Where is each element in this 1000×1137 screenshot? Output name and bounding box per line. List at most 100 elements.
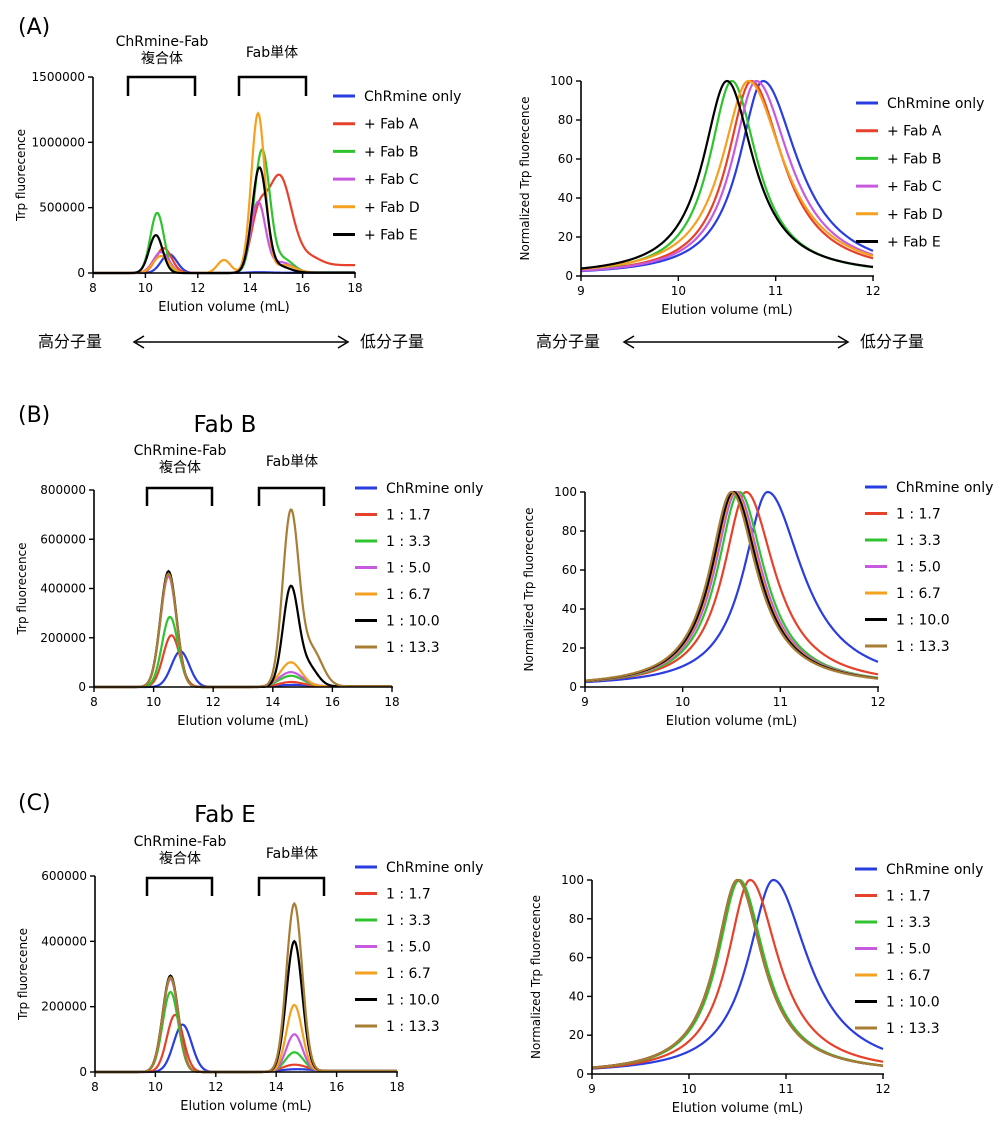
series-line-1-10-0 — [94, 569, 392, 689]
y-tick-label: 80 — [558, 113, 573, 127]
complex-label-b-line2: 複合体 — [159, 459, 201, 476]
legend-label: + Fab C — [887, 179, 942, 195]
series-line-1-10-0 — [584, 490, 879, 682]
x-axis-label: Elution volume (mL) — [158, 300, 289, 315]
y-tick-label: 1500000 — [32, 70, 85, 84]
y-tick-label: 1000000 — [32, 135, 85, 149]
y-tick-label: 60 — [558, 152, 573, 166]
x-axis-label: Elution volume (mL) — [661, 303, 792, 318]
legend-label: 1 : 1.7 — [886, 889, 931, 905]
legend-item-1-5-0: 1 : 5.0 — [855, 942, 931, 958]
legend-item-1-13-3: 1 : 13.3 — [355, 1019, 440, 1035]
legend: ChRmine only 1 : 1.7 1 : 3.3 1 : 5.0 1 : 6.7… — [865, 480, 993, 655]
legend-label: ChRmine only — [887, 96, 984, 112]
x-axis-label: Elution volume (mL) — [666, 714, 797, 729]
series-line-1-13-3 — [584, 490, 879, 682]
legend-label: + Fab D — [364, 200, 420, 216]
series-lines — [591, 878, 884, 1070]
y-axis-label: Trp fluorecence — [15, 542, 29, 635]
legend-label: 1 : 13.3 — [896, 639, 950, 655]
mw-high-label-right: 高分子量 — [536, 332, 600, 351]
series-line-1-1-7 — [584, 490, 879, 683]
panel-label-b: (B) — [18, 403, 50, 428]
legend-item-1-13-3: 1 : 13.3 — [855, 1021, 940, 1037]
legend-item-1-10-0: 1 : 10.0 — [855, 995, 940, 1011]
series-line-fab-c — [93, 200, 355, 275]
x-tick-label: 12 — [208, 1080, 223, 1094]
complex-label-a-line1: ChRmine-Fab — [116, 34, 209, 50]
legend-label: ChRmine only — [364, 89, 461, 105]
x-tick-label: 16 — [325, 695, 340, 709]
mw-low-label-right: 低分子量 — [860, 332, 924, 351]
legend-item-1-10-0: 1 : 10.0 — [355, 993, 440, 1009]
y-tick-label: 400000 — [40, 582, 86, 596]
y-tick-label: 40 — [562, 602, 577, 616]
y-tick-label: 600000 — [40, 532, 86, 546]
y-tick-label: 0 — [79, 1065, 87, 1079]
chart-a-left: 8 10 12 14 16 18 0 500000 1000000 1500000 Elution … — [14, 70, 461, 315]
y-tick-label: 20 — [558, 230, 573, 244]
series-lines — [94, 508, 392, 689]
legend-label: 1 : 13.3 — [386, 640, 440, 656]
complex-bracket-a — [126, 75, 197, 96]
legend-label: 1 : 5.0 — [386, 561, 431, 577]
complex-label-c-line2: 複合体 — [159, 850, 201, 867]
y-tick-label: 20 — [562, 641, 577, 655]
mw-arrowhead-left-end — [337, 335, 350, 349]
legend-item-1-10-0: 1 : 10.0 — [355, 614, 440, 630]
series-lines — [580, 79, 874, 273]
y-tick-label: 200000 — [40, 631, 86, 645]
series-line-1-5-0 — [591, 878, 884, 1069]
legend-label: 1 : 10.0 — [386, 993, 440, 1009]
legend-label: + Fab C — [364, 172, 419, 188]
chart-a-right: 9 10 11 12 0 20 40 60 80 100 Elution volume (mL) No… — [518, 74, 984, 318]
y-tick-label: 40 — [558, 191, 573, 205]
legend-label: + Fab B — [887, 151, 941, 167]
y-tick-label: 0 — [78, 680, 86, 694]
legend-item-1-6-7: 1 : 6.7 — [855, 968, 931, 984]
legend-item-chrmine-only: ChRmine only — [855, 862, 983, 878]
series-line-1-6-7 — [584, 490, 879, 682]
y-axis-label: Normalized Trp fluorecence — [529, 895, 543, 1059]
y-tick-label: 60 — [569, 951, 584, 965]
x-axis-label: Elution volume (mL) — [180, 1099, 311, 1114]
y-axis-label: Normalized Trp fluorecence — [522, 508, 536, 672]
x-tick-label: 10 — [671, 284, 686, 298]
legend-item-chrmine-only: ChRmine only — [355, 481, 483, 497]
legend-label: 1 : 10.0 — [896, 613, 950, 629]
y-tick-label: 500000 — [39, 201, 85, 215]
series-line-1-3-3 — [584, 490, 879, 683]
legend-item-chrmine-only: ChRmine only — [355, 860, 483, 876]
panel-title-c: Fab E — [194, 802, 256, 828]
panel-label-a: (A) — [18, 15, 50, 40]
y-tick-label: 20 — [569, 1028, 584, 1042]
x-tick-label: 10 — [681, 1082, 696, 1096]
legend-item-fab-e: + Fab E — [333, 228, 418, 244]
x-tick-label: 18 — [384, 695, 399, 709]
legend-label: 1 : 6.7 — [896, 586, 941, 602]
series-line-1-5-0 — [94, 574, 392, 689]
fab-bracket-c — [257, 876, 326, 896]
legend-label: 1 : 5.0 — [896, 560, 941, 576]
fab-bracket-a — [237, 75, 308, 96]
x-tick-label: 16 — [329, 1080, 344, 1094]
legend-label: + Fab D — [887, 207, 943, 223]
x-tick-label: 9 — [588, 1082, 596, 1096]
legend-item-1-1-7: 1 : 1.7 — [355, 887, 431, 903]
y-axis-label: Normalized Trp fluorecence — [518, 97, 532, 261]
legend-item-1-3-3: 1 : 3.3 — [855, 915, 931, 931]
series-line-1-10-0 — [591, 878, 884, 1069]
panel-title-b: Fab B — [194, 412, 257, 438]
x-tick-label: 9 — [581, 695, 589, 709]
legend-label: 1 : 6.7 — [386, 587, 431, 603]
legend-item-1-3-3: 1 : 3.3 — [355, 913, 431, 929]
x-tick-label: 10 — [675, 695, 690, 709]
x-tick-label: 8 — [89, 281, 97, 295]
x-tick-label: 14 — [243, 281, 258, 295]
y-tick-label: 40 — [569, 989, 584, 1003]
legend-item-fab-b: + Fab B — [856, 151, 941, 167]
legend-item-fab-d: + Fab D — [333, 200, 420, 216]
legend: ChRmine only 1 : 1.7 1 : 3.3 1 : 5.0 1 : 6.7… — [355, 860, 483, 1035]
legend-item-fab-c: + Fab C — [856, 179, 942, 195]
x-tick-label: 10 — [146, 695, 161, 709]
